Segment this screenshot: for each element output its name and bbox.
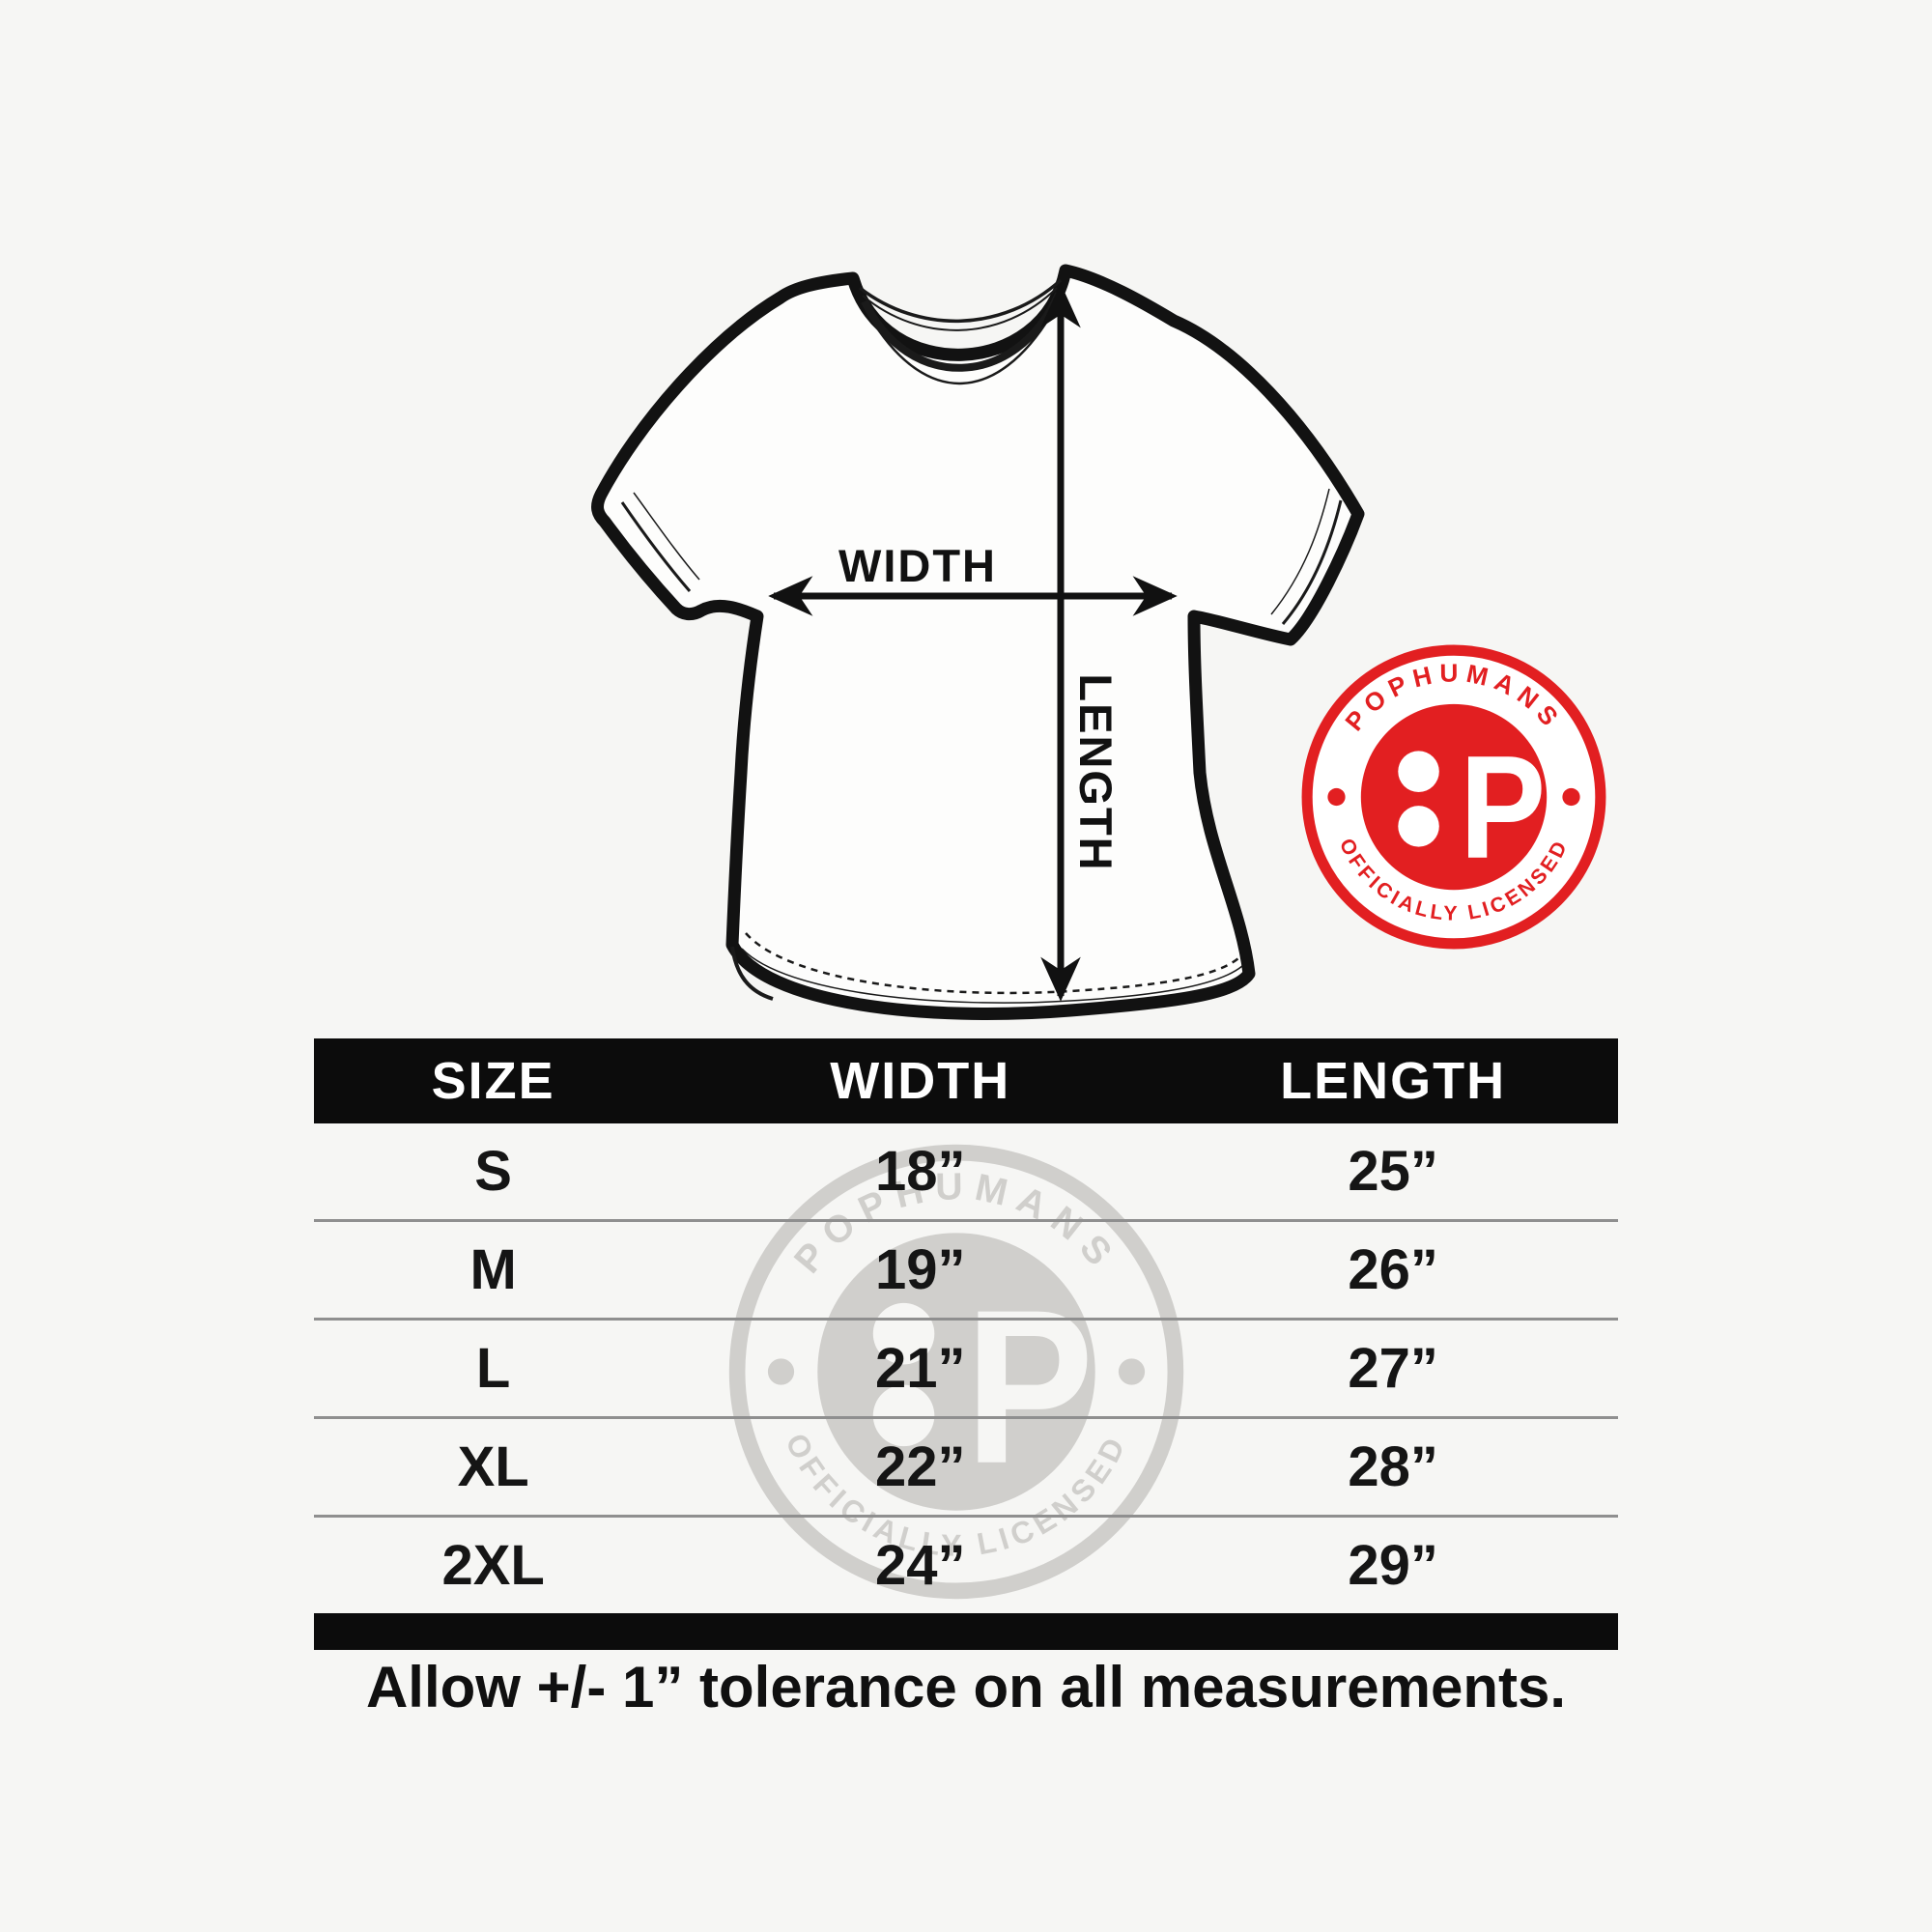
cell-size: XL [457, 1435, 529, 1498]
cell-length: 28” [1348, 1435, 1438, 1498]
cell-width: 24” [874, 1534, 966, 1597]
table-row: L 21” 27” [314, 1318, 1618, 1416]
width-label: WIDTH [838, 540, 997, 591]
length-label: LENGTH [1070, 673, 1122, 871]
pophumans-monogram: P [1460, 726, 1546, 890]
cell-length: 25” [1348, 1140, 1438, 1203]
table-header: SIZE WIDTH LENGTH [314, 1038, 1618, 1123]
table-row: S 18” 25” [314, 1123, 1618, 1219]
header-cell-size: SIZE [431, 1052, 555, 1110]
cell-width: 18” [874, 1140, 966, 1203]
tshirt-illustration: WIDTH LENGTH [591, 264, 1365, 1020]
table-bottom-bar [314, 1613, 1618, 1650]
header-cell-length: LENGTH [1280, 1052, 1507, 1110]
colon-icon [1398, 751, 1439, 792]
cell-size: 2XL [441, 1534, 545, 1597]
cell-length: 26” [1348, 1238, 1438, 1301]
cell-width: 22” [874, 1435, 966, 1498]
table-row: 2XL 24” 29” [314, 1515, 1618, 1613]
cell-size: S [474, 1140, 512, 1203]
cell-length: 29” [1348, 1534, 1438, 1597]
cell-size: L [475, 1337, 511, 1400]
cell-length: 27” [1348, 1337, 1438, 1400]
svg-text:P: P [965, 1265, 1094, 1510]
cell-size: M [469, 1238, 517, 1301]
watermark-badge-icon: POPHUMANS OFFICIALLY LICENSED P [728, 1144, 1184, 1600]
cell-width: 21” [874, 1337, 966, 1400]
table-row: XL 22” 28” [314, 1416, 1618, 1515]
tolerance-note: Allow +/- 1” tolerance on all measuremen… [365, 1655, 1567, 1719]
table-row: M 19” 26” [314, 1219, 1618, 1318]
tshirt-outline-icon [591, 264, 1365, 1020]
header-cell-width: WIDTH [830, 1052, 1011, 1110]
size-table: SIZE WIDTH LENGTH S 18” 25” M 19” 26” L … [314, 1038, 1618, 1650]
cell-width: 19” [874, 1238, 966, 1301]
pophumans-badge-icon: POPHUMANS OFFICIALLY LICENSED P [1301, 644, 1606, 950]
